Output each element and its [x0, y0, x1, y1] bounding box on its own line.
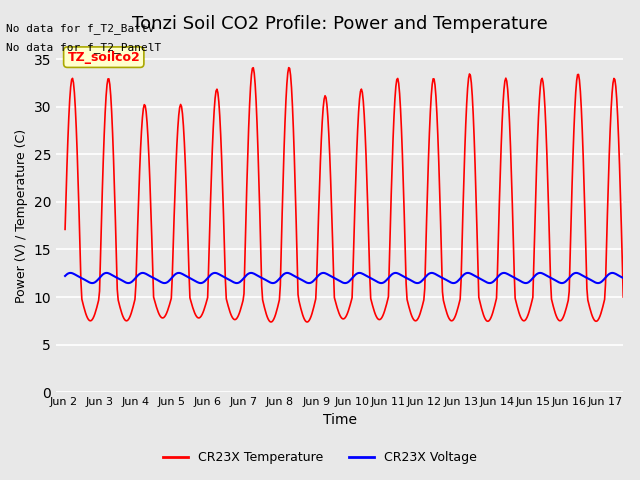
Y-axis label: Power (V) / Temperature (C): Power (V) / Temperature (C)	[15, 129, 28, 303]
Text: No data for f_T2_PanelT: No data for f_T2_PanelT	[6, 42, 162, 53]
Text: TZ_soilco2: TZ_soilco2	[67, 51, 140, 64]
Text: No data for f_T2_BattV: No data for f_T2_BattV	[6, 23, 155, 34]
X-axis label: Time: Time	[323, 413, 356, 427]
Title: Tonzi Soil CO2 Profile: Power and Temperature: Tonzi Soil CO2 Profile: Power and Temper…	[132, 15, 547, 33]
Legend: CR23X Temperature, CR23X Voltage: CR23X Temperature, CR23X Voltage	[159, 446, 481, 469]
